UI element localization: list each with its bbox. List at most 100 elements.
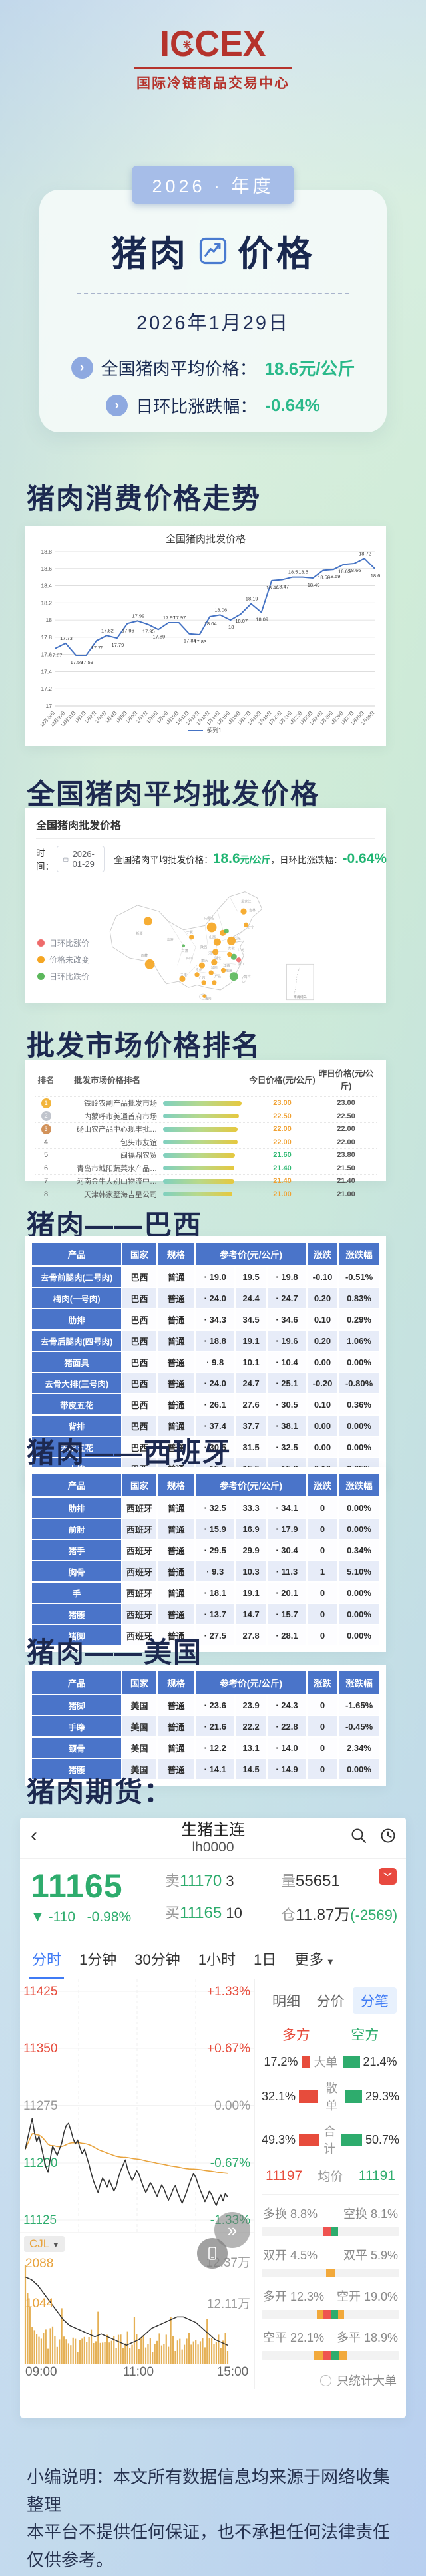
share-phone-button[interactable]: [197, 2238, 228, 2269]
table-row: 去皮五花 巴西 普通 · 30.5 31.5 · 32.5 0.00 0.00%: [30, 1436, 381, 1458]
flow-rows: 17.2% 大单 21.4% 32.1% 散单 29.3% 49.3% 合计 50.7%: [262, 2053, 399, 2157]
svg-text:浙江: 浙江: [238, 962, 244, 967]
big-order-filter[interactable]: 只统计大单: [262, 2372, 399, 2389]
ask-volume: 3: [226, 1873, 234, 1889]
map-card: 全国猪肉批发价格 时间： 2026-01-29 全国猪肉平均批发价格：18.6元…: [25, 808, 387, 1003]
brand-logo-text: ICCEX ✳: [160, 23, 266, 65]
time-tick: 15:00: [216, 2365, 249, 2379]
legend-item: 日环比涨价: [37, 937, 89, 949]
table-header-row: 产品 国家 规格 参考价(元/公斤) 涨跌 涨跌幅: [30, 1472, 381, 1498]
period-tab-分时[interactable]: 分时: [29, 1948, 65, 1979]
table-row: 猪腰 美国 普通 · 14.1 14.5 · 14.9 0 0.00%: [30, 1758, 381, 1780]
down-arrow-icon: ▼: [31, 1909, 45, 1925]
trend-chart-icon: [199, 237, 227, 264]
contract-name: 生猪主连: [181, 1821, 245, 1839]
long-bar: [299, 2133, 319, 2146]
svg-text:安徽: 安徽: [228, 946, 235, 951]
svg-text:四川: 四川: [186, 957, 193, 961]
avg-label: 均价: [318, 2170, 343, 2184]
time-label: 时间：: [36, 848, 54, 872]
futures-app-card: ‹ 生猪主连 lh0000 11165 ▼ -110 -0.98% 卖11170…: [20, 1818, 406, 2418]
wholesale-price-line-chart: 全国猪肉批发价格 17 17.2 17.4 17.6 17.8 18 18.2 18.4 18.6…: [29, 529, 383, 743]
vol-scale-mid: 1044: [25, 2297, 54, 2311]
day-change-value: -0.64%: [265, 395, 320, 415]
disclaimer-line: 仅供参考。: [27, 2549, 114, 2570]
svg-text:青海: 青海: [166, 937, 173, 942]
long-avg-price: 11197: [266, 2168, 303, 2183]
logo-divider: [134, 67, 292, 69]
period-tab-更多[interactable]: 更多 ▼: [294, 1951, 335, 1968]
detail-tab-明细[interactable]: 明细: [272, 1994, 300, 2009]
section-title-spain: 猪肉——西班牙: [27, 1437, 232, 1468]
svg-text:17.97: 17.97: [173, 615, 186, 621]
time-axis: 09:00 11:00 15:00: [20, 2365, 254, 2386]
svg-text:湖北: 湖北: [214, 956, 221, 961]
period-tab-1日[interactable]: 1日: [254, 1951, 277, 1968]
svg-text:18.47: 18.47: [276, 584, 289, 590]
svg-text:18.72: 18.72: [359, 550, 371, 556]
time-tick: 11:00: [122, 2365, 154, 2379]
change-percent: -0.98%: [87, 1909, 132, 1925]
contract-title: 生猪主连 lh0000: [20, 1821, 406, 1855]
history-clock-icon[interactable]: [379, 1827, 397, 1844]
position-bar-segment: [331, 2227, 338, 2236]
svg-text:内蒙古: 内蒙古: [204, 916, 214, 921]
map-avg-label: 全国猪肉平均批发价格：: [114, 855, 213, 865]
cjl-dropdown[interactable]: CJL ▼: [24, 2236, 65, 2252]
position-bar-track: [262, 2351, 399, 2360]
svg-text:贵州: 贵州: [196, 967, 202, 972]
chart-pane: 11425 +1.33% 11350 +0.67% 11275 0.00% 11200 -0.…: [20, 1979, 254, 2389]
position-rows: 多换 8.8% 空换 8.1% 双开 4.5% 双平 5.9% 多开 12.3% 空开 1…: [262, 2205, 399, 2360]
short-avg-price: 11191: [358, 2168, 395, 2183]
quote-panel: 11165 ▼ -110 -0.98% 卖11170 3 买11165 10 量…: [20, 1859, 406, 1948]
bid-ask-column: 卖11170 3 买11165 10: [165, 1869, 242, 1923]
spain-price-table: 产品 国家 规格 参考价(元/公斤) 涨跌 涨跌幅 肋排 西班牙 普通 · 32.5 33.3 · 3…: [30, 1472, 381, 1647]
date-picker-value: 2026-01-29: [72, 849, 95, 869]
period-tab-1分钟[interactable]: 1分钟: [79, 1951, 117, 1968]
search-icon[interactable]: [350, 1827, 367, 1844]
rank-bar: [163, 1140, 238, 1145]
ranking-header: 排名 批发市场价格排名 今日价格(元/公斤) 昨日价格(元/公斤): [35, 1066, 377, 1096]
page-title-left: 猪肉: [111, 234, 188, 274]
svg-text:18.09: 18.09: [256, 617, 268, 623]
table-row: 猪脚 美国 普通 · 23.6 23.9 · 24.3 0 -1.65%: [30, 1694, 381, 1716]
table-row: 猪面具 巴西 普通 · 9.8 10.1 · 10.4 0.00 0.00%: [30, 1351, 381, 1373]
period-tab-30分钟[interactable]: 30分钟: [134, 1951, 180, 1968]
rank-bar: [163, 1126, 238, 1132]
back-button[interactable]: ‹: [31, 1824, 37, 1846]
rank-medal-icon: 3: [41, 1124, 51, 1134]
svg-text:系列1: 系列1: [206, 726, 222, 734]
map-ratio-label: ，日环比涨跌幅：: [270, 855, 343, 865]
map-avg-value: 18.6: [212, 851, 240, 866]
report-date: 2026年1月29日: [136, 313, 290, 334]
position-row-双开: 双开 4.5% 双平 5.9%: [262, 2246, 399, 2277]
svg-text:18: 18: [46, 617, 53, 623]
legend-dot-icon: [37, 939, 45, 947]
date-picker[interactable]: 2026-01-29: [57, 846, 105, 872]
long-short-header: 多方 空方: [262, 2024, 399, 2044]
position-bar-segment: [331, 2351, 339, 2360]
long-bar: [301, 2055, 310, 2068]
oi-change: (-2569): [350, 1907, 398, 1923]
section-title-trend: 猪肉消费价格走势: [27, 483, 262, 514]
svg-text:17.8: 17.8: [41, 634, 52, 641]
snowflake-icon: ✳: [182, 39, 192, 51]
detail-tab-分价[interactable]: 分价: [316, 1994, 345, 2009]
period-tab-1小时[interactable]: 1小时: [198, 1951, 236, 1968]
chevron-right-icon: ›: [71, 357, 93, 379]
china-map-zone: 日环比涨价 价格未改变 日环比跌价 新疆 西藏 青海 甘肃 内蒙古 黑龙江 吉林 辽宁 山西 山东 河南…: [36, 874, 375, 1007]
position-bar-segment: [317, 2310, 323, 2319]
disclaimer-line: 本平台不提供任何保证，也不承担任何法律责任: [27, 2522, 391, 2543]
cjl-label: CJL: [29, 2237, 49, 2250]
svg-text:17.99: 17.99: [132, 613, 144, 619]
table-row: 颈骨 美国 普通 · 12.2 13.1 · 14.0 0 2.34%: [30, 1736, 381, 1759]
hero-stats: › 全国猪肉平均价格： 18.6元/公斤 › 日环比涨跌幅： -0.64%: [39, 355, 387, 418]
section-title-ranking: 批发市场价格排名: [27, 1030, 262, 1061]
collapse-badge[interactable]: ﹀: [379, 1868, 397, 1885]
legend-item: 价格未改变: [37, 954, 89, 965]
detail-tab-分笔[interactable]: 分笔: [353, 1987, 397, 2014]
yesterday-col-header: 昨日价格(元/公斤): [318, 1069, 374, 1091]
svg-text:11200: 11200: [23, 2156, 57, 2170]
svg-text:17.84: 17.84: [184, 638, 196, 644]
usa-price-table: 产品 国家 规格 参考价(元/公斤) 涨跌 涨跌幅 猪脚 美国 普通 · 23.6 23.9 · 24…: [30, 1670, 381, 1780]
